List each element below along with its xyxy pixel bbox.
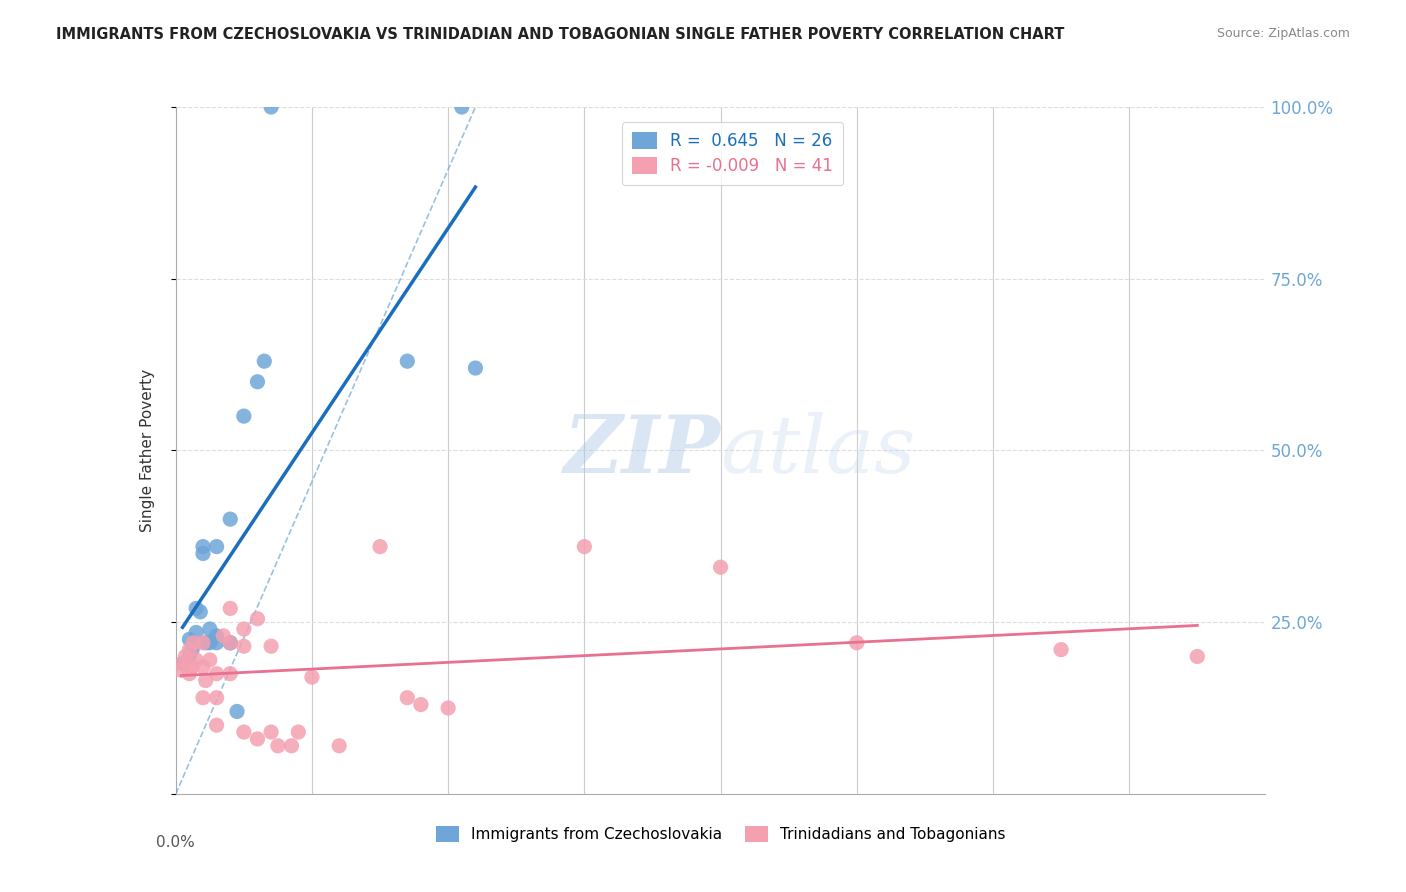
Point	[219, 512, 242, 526]
Point	[205, 666, 228, 681]
Point	[396, 354, 419, 368]
Point	[179, 632, 201, 647]
Point	[1050, 642, 1073, 657]
Point	[181, 642, 204, 657]
Point	[198, 636, 221, 650]
Point	[172, 657, 194, 671]
Point	[409, 698, 432, 712]
Point	[574, 540, 596, 554]
Point	[253, 354, 276, 368]
Point	[183, 636, 205, 650]
Point	[194, 673, 217, 688]
Point	[198, 622, 221, 636]
Point	[232, 409, 254, 423]
Point	[198, 653, 221, 667]
Point	[179, 649, 201, 664]
Text: Source: ZipAtlas.com: Source: ZipAtlas.com	[1216, 27, 1350, 40]
Point	[219, 666, 242, 681]
Point	[212, 629, 235, 643]
Text: ZIP: ZIP	[564, 412, 721, 489]
Point	[232, 622, 254, 636]
Point	[1187, 649, 1209, 664]
Legend: Immigrants from Czechoslovakia, Trinidadians and Tobagonians: Immigrants from Czechoslovakia, Trinidad…	[430, 820, 1011, 848]
Y-axis label: Single Father Poverty: Single Father Poverty	[141, 369, 155, 532]
Point	[287, 725, 309, 739]
Point	[219, 601, 242, 615]
Point	[170, 663, 193, 677]
Point	[232, 639, 254, 653]
Point	[246, 375, 269, 389]
Point	[260, 639, 283, 653]
Point	[710, 560, 733, 574]
Point	[179, 642, 201, 657]
Point	[186, 653, 208, 667]
Point	[186, 601, 208, 615]
Point	[172, 657, 194, 671]
Point	[179, 666, 201, 681]
Point	[219, 636, 242, 650]
Point	[260, 725, 283, 739]
Point	[205, 690, 228, 705]
Point	[219, 636, 242, 650]
Text: atlas: atlas	[721, 412, 915, 489]
Point	[205, 629, 228, 643]
Point	[191, 660, 214, 674]
Text: 0.0%: 0.0%	[156, 835, 195, 850]
Point	[260, 100, 283, 114]
Point	[181, 660, 204, 674]
Point	[226, 705, 249, 719]
Point	[450, 100, 472, 114]
Point	[205, 636, 228, 650]
Point	[174, 649, 197, 664]
Point	[246, 731, 269, 746]
Point	[205, 540, 228, 554]
Point	[845, 636, 868, 650]
Point	[464, 361, 486, 376]
Point	[280, 739, 302, 753]
Point	[191, 546, 214, 561]
Point	[232, 725, 254, 739]
Point	[186, 625, 208, 640]
Text: IMMIGRANTS FROM CZECHOSLOVAKIA VS TRINIDADIAN AND TOBAGONIAN SINGLE FATHER POVER: IMMIGRANTS FROM CZECHOSLOVAKIA VS TRINID…	[56, 27, 1064, 42]
Point	[267, 739, 290, 753]
Point	[194, 636, 217, 650]
Point	[191, 636, 214, 650]
Point	[246, 612, 269, 626]
Point	[205, 718, 228, 732]
Point	[368, 540, 391, 554]
Point	[437, 701, 460, 715]
Point	[301, 670, 323, 684]
Point	[191, 690, 214, 705]
Point	[191, 540, 214, 554]
Point	[396, 690, 419, 705]
Point	[328, 739, 350, 753]
Point	[219, 636, 242, 650]
Point	[188, 605, 211, 619]
